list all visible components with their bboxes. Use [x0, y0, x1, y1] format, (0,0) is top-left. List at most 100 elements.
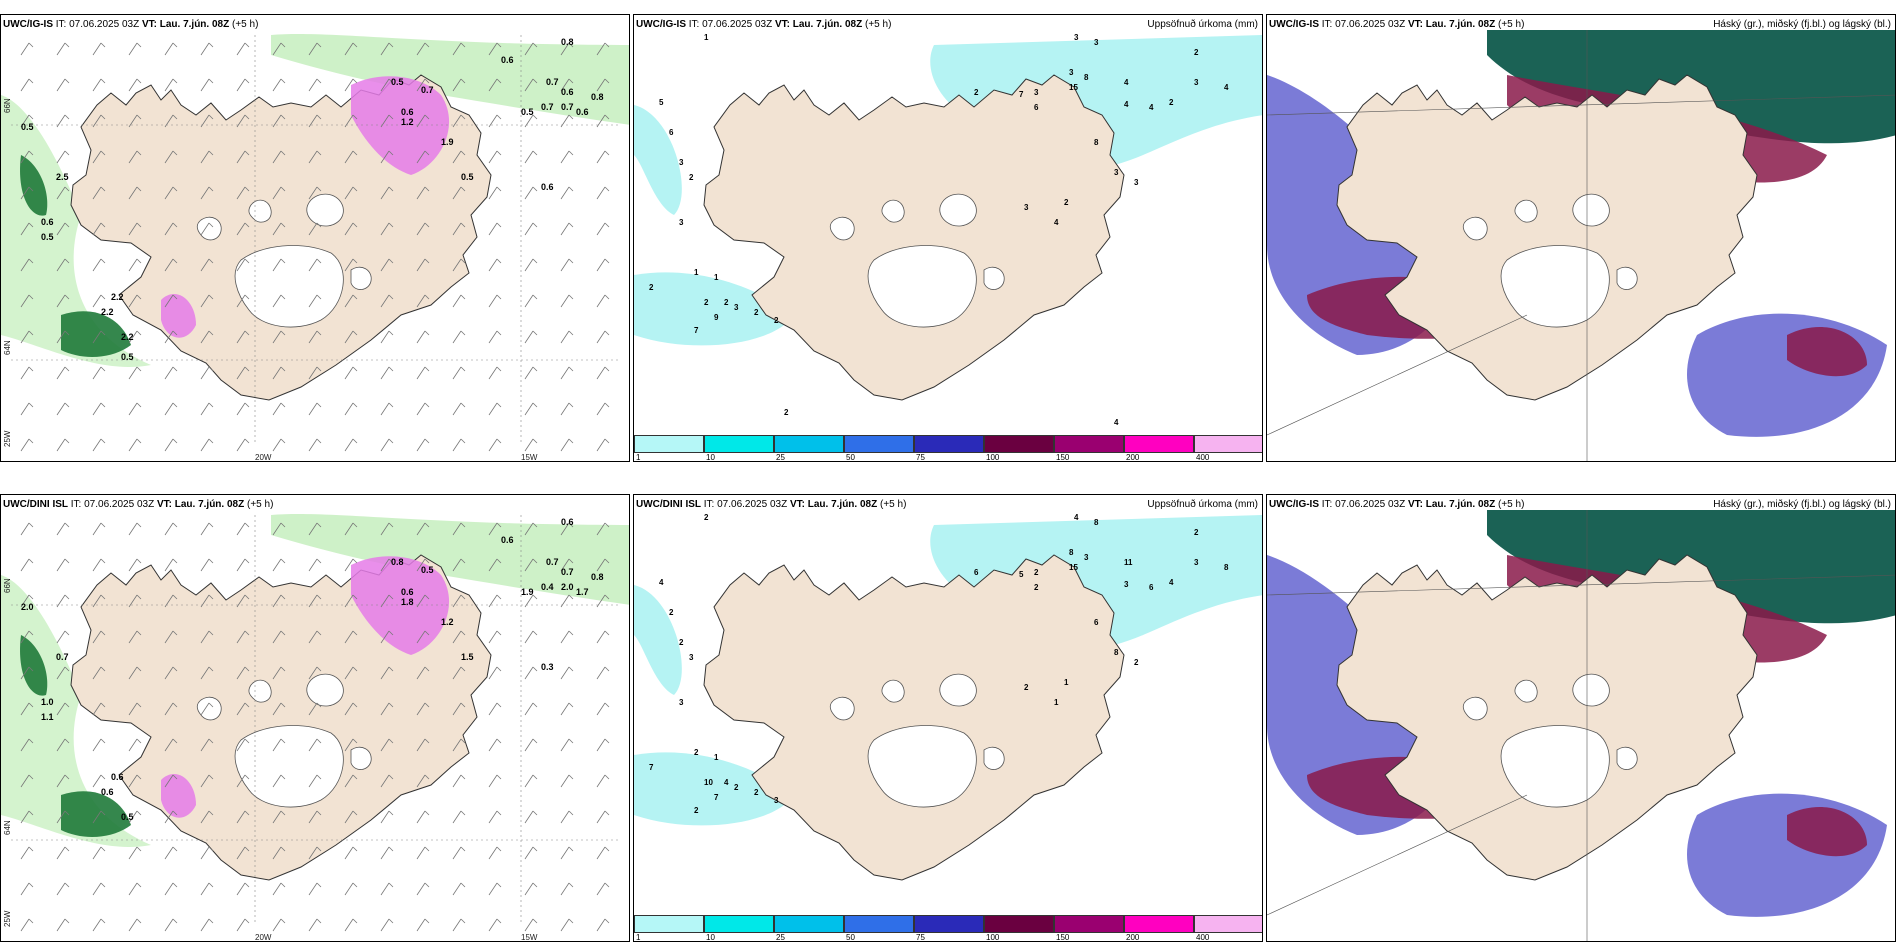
precip-value-label: 0.7: [546, 557, 559, 567]
precip-value-label: 6: [974, 568, 979, 577]
precip-value-label: 3: [679, 698, 684, 707]
precip-value-label: 2: [689, 173, 694, 182]
legend-tick: 10: [706, 453, 715, 462]
iceland-map-p3: [1267, 15, 1895, 461]
precip-value-label: 0.7: [541, 102, 554, 112]
legend-swatch: [1124, 435, 1194, 453]
legend-swatch: [774, 915, 844, 933]
precip-value-label: 0.5: [41, 232, 54, 242]
precip-value-label: 1.9: [521, 587, 534, 597]
legend-swatch: [984, 435, 1054, 453]
precip-value-label: 3: [1084, 553, 1089, 562]
lat-label-25w: 25W: [3, 430, 12, 447]
precip-value-label: 0.3: [541, 662, 554, 672]
precip-value-label: 8: [1094, 138, 1099, 147]
precip-value-label: 1.2: [401, 117, 414, 127]
panel-subtitle: Háský (gr.), miðský (fj.bl.) og lágský (…: [1713, 499, 1891, 510]
precip-value-label: 1.0: [41, 697, 54, 707]
lon-label-15w: 15W: [521, 453, 538, 462]
precip-value-label: 8: [1094, 518, 1099, 527]
panel-subtitle: Háský (gr.), miðský (fj.bl.) og lágský (…: [1713, 19, 1891, 30]
map-panel-p3: UWC/IG-IS IT: 07.06.2025 03Z VT: Lau. 7.…: [1266, 14, 1896, 462]
precip-value-label: 0.6: [576, 107, 589, 117]
precip-value-label: 0.6: [401, 107, 414, 117]
precip-value-label: 15: [1069, 563, 1078, 572]
precip-legend: 1 10 25 50 75 100 150 200 400: [634, 435, 1262, 462]
precip-value-label: 2.2: [111, 292, 124, 302]
map-panel-p4: UWC/DINI ISL IT: 07.06.2025 03Z VT: Lau.…: [0, 494, 630, 942]
precip-value-label: 4: [1149, 103, 1154, 112]
precip-value-label: 2: [1134, 658, 1139, 667]
lat-label-64n: 64N: [3, 820, 12, 835]
precip-value-label: 2: [754, 308, 759, 317]
precip-value-label: 0.6: [561, 87, 574, 97]
precip-value-label: 2.2: [121, 332, 134, 342]
precip-value-label: 6: [1094, 618, 1099, 627]
precip-value-label: 0.8: [391, 557, 404, 567]
panel-title: UWC/IG-IS IT: 07.06.2025 03Z VT: Lau. 7.…: [636, 19, 892, 30]
precip-value-label: 0.8: [561, 37, 574, 47]
panel-title: UWC/DINI ISL IT: 07.06.2025 03Z VT: Lau.…: [636, 499, 907, 510]
precip-value-label: 2: [1169, 98, 1174, 107]
legend-tick: 200: [1126, 933, 1140, 942]
precip-value-label: 2.0: [561, 582, 574, 592]
precip-value-label: 2.2: [101, 307, 114, 317]
legend-tick: 100: [986, 933, 1000, 942]
precip-value-label: 2: [974, 88, 979, 97]
precip-value-label: 3: [1069, 68, 1074, 77]
precip-value-label: 2: [1024, 683, 1029, 692]
legend-swatch: [844, 915, 914, 933]
precip-value-label: 0.6: [501, 55, 514, 65]
precip-value-label: 0.6: [41, 217, 54, 227]
panel-subtitle: Uppsöfnuð úrkoma (mm): [1147, 19, 1258, 30]
legend-swatch: [1194, 435, 1262, 453]
precip-value-label: 2: [734, 783, 739, 792]
precip-value-label: 2: [679, 638, 684, 647]
precip-value-label: 1: [714, 753, 719, 762]
legend-tick: 25: [776, 933, 785, 942]
panel-title: UWC/IG-IS IT: 07.06.2025 03Z VT: Lau. 7.…: [3, 19, 259, 30]
legend-swatch: [1054, 915, 1124, 933]
lat-label-66n: 66N: [3, 98, 12, 113]
precip-value-label: 15: [1069, 83, 1078, 92]
precip-value-label: 3: [1034, 88, 1039, 97]
legend-tick: 50: [846, 453, 855, 462]
precip-value-label: 6: [669, 128, 674, 137]
precip-value-label: 0.4: [541, 582, 554, 592]
precip-value-label: 4: [1114, 418, 1119, 427]
precip-value-label: 0.8: [591, 572, 604, 582]
precip-value-label: 2: [774, 316, 779, 325]
precip-value-label: 8: [1084, 73, 1089, 82]
precip-value-label: 2.5: [56, 172, 69, 182]
precip-value-label: 4: [1054, 218, 1059, 227]
precip-value-label: 1.8: [401, 597, 414, 607]
precip-value-label: 5: [1019, 570, 1024, 579]
legend-swatch: [634, 915, 704, 933]
precip-value-label: 3: [1094, 38, 1099, 47]
precip-value-label: 0.6: [111, 772, 124, 782]
precip-value-label: 0.5: [421, 565, 434, 575]
precip-value-label: 2: [704, 513, 709, 522]
legend-tick: 25: [776, 453, 785, 462]
panel-title: UWC/IG-IS IT: 07.06.2025 03Z VT: Lau. 7.…: [1269, 499, 1525, 510]
legend-tick: 75: [916, 453, 925, 462]
precip-value-label: 4: [724, 778, 729, 787]
precip-value-label: 1.7: [576, 587, 589, 597]
precip-value-label: 3: [1134, 178, 1139, 187]
legend-tick: 1: [636, 933, 641, 942]
precip-value-label: 2: [694, 806, 699, 815]
precip-value-label: 7: [649, 763, 654, 772]
precip-value-label: 2: [754, 788, 759, 797]
legend-swatch: [844, 435, 914, 453]
precip-value-label: 7: [714, 793, 719, 802]
precip-value-label: 0.5: [521, 107, 534, 117]
legend-tick: 400: [1196, 453, 1210, 462]
legend-swatch: [1194, 915, 1262, 933]
precip-value-label: 0.7: [421, 85, 434, 95]
precip-value-label: 3: [734, 303, 739, 312]
legend-tick: 150: [1056, 933, 1070, 942]
precip-value-label: 1: [704, 33, 709, 42]
legend-swatch: [1124, 915, 1194, 933]
lon-label-20w: 20W: [255, 453, 272, 462]
precip-value-label: 7: [694, 326, 699, 335]
